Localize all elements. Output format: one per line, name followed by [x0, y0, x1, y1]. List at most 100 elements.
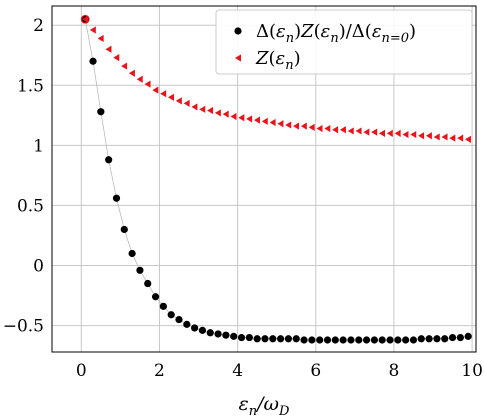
data-point: [136, 75, 143, 83]
data-point: [386, 129, 393, 137]
data-point: [379, 129, 386, 137]
data-point: [121, 62, 128, 70]
series-layer: [80, 14, 472, 344]
y-tick-label: 1: [33, 136, 44, 156]
data-point: [159, 302, 167, 310]
data-point: [308, 336, 316, 344]
data-point: [394, 129, 401, 137]
data-point: [120, 225, 128, 234]
data-point: [230, 112, 237, 121]
data-point: [323, 336, 332, 344]
data-point: [464, 332, 472, 340]
data-point: [253, 335, 261, 343]
data-point: [410, 130, 417, 139]
legend-marker-triangle: [235, 54, 241, 62]
data-point: [402, 336, 410, 344]
data-point: [246, 115, 253, 123]
data-point: [191, 103, 198, 111]
x-tick-label: 6: [310, 361, 321, 381]
data-point: [167, 93, 174, 101]
data-point: [339, 336, 347, 344]
data-point: [339, 126, 346, 134]
data-point: [285, 121, 292, 129]
legend-marker-circle: [234, 27, 242, 35]
data-point: [316, 124, 323, 133]
data-point: [151, 293, 160, 301]
data-point: [175, 97, 182, 105]
data-point: [89, 57, 97, 65]
data-point: [362, 336, 371, 344]
data-point: [183, 99, 190, 107]
data-point: [332, 126, 339, 134]
data-point: [105, 45, 112, 53]
data-point: [206, 329, 214, 337]
data-point: [136, 266, 144, 274]
data-point: [394, 336, 402, 344]
y-tick-label: 0: [33, 257, 44, 277]
x-tick-label: 0: [76, 361, 87, 381]
data-point: [214, 330, 222, 338]
data-point: [253, 116, 260, 124]
legend-label-z: Z(εn): [255, 48, 301, 73]
data-point: [183, 320, 191, 328]
data-point: [82, 15, 89, 23]
data-point: [128, 69, 135, 77]
data-point: [448, 333, 457, 342]
data-point: [292, 335, 300, 343]
data-point: [457, 134, 464, 142]
data-point: [331, 336, 339, 344]
data-point: [370, 336, 378, 344]
data-point: [284, 335, 293, 343]
data-point: [433, 335, 441, 343]
data-point: [433, 133, 440, 141]
plot-frame: [51, 5, 477, 353]
series-0: [81, 15, 472, 344]
data-point: [308, 123, 315, 131]
x-axis-label: εn/ωD: [239, 393, 290, 419]
tick-labels: 0 2 4 6 8 10 −0.5 0 0.5 1 1.5 2: [3, 16, 483, 381]
data-point: [245, 333, 253, 342]
data-point: [355, 127, 362, 135]
data-point: [222, 110, 229, 118]
data-point: [199, 105, 206, 113]
data-point: [324, 124, 331, 133]
data-point-overlap: [80, 14, 90, 24]
y-tick-label: 0.5: [17, 196, 44, 216]
y-tick-label: 1.5: [17, 76, 44, 96]
data-point: [277, 120, 284, 128]
data-point: [128, 249, 136, 258]
legend: Δ(εn)Z(εn)/Δ(εn=0) Z(εn): [215, 9, 473, 75]
data-point: [418, 132, 425, 140]
y-tick-label: 2: [33, 16, 44, 36]
data-point: [386, 336, 394, 344]
x-tick-label: 2: [154, 361, 165, 381]
data-point: [222, 331, 230, 339]
data-point: [355, 336, 363, 344]
data-point: [238, 114, 245, 122]
data-point: [261, 335, 269, 343]
x-tick-label: 10: [461, 361, 483, 381]
data-point: [464, 135, 471, 143]
data-point: [347, 336, 355, 344]
data-point: [425, 335, 433, 343]
legend-box: [215, 9, 473, 75]
data-point: [409, 336, 418, 344]
data-point: [214, 109, 221, 117]
data-point: [363, 128, 370, 136]
data-point: [269, 335, 277, 343]
data-point: [371, 128, 378, 136]
data-point: [300, 336, 308, 344]
data-point: [277, 335, 285, 343]
data-point: [237, 333, 246, 342]
data-point: [300, 122, 307, 130]
series-1: [82, 15, 471, 143]
data-point: [441, 133, 448, 141]
data-point: [97, 108, 105, 116]
data-point: [175, 315, 183, 324]
data-point: [198, 326, 207, 334]
data-point: [230, 332, 238, 340]
data-point: [144, 279, 152, 288]
data-point: [144, 80, 151, 88]
x-tick-label: 4: [232, 361, 243, 381]
